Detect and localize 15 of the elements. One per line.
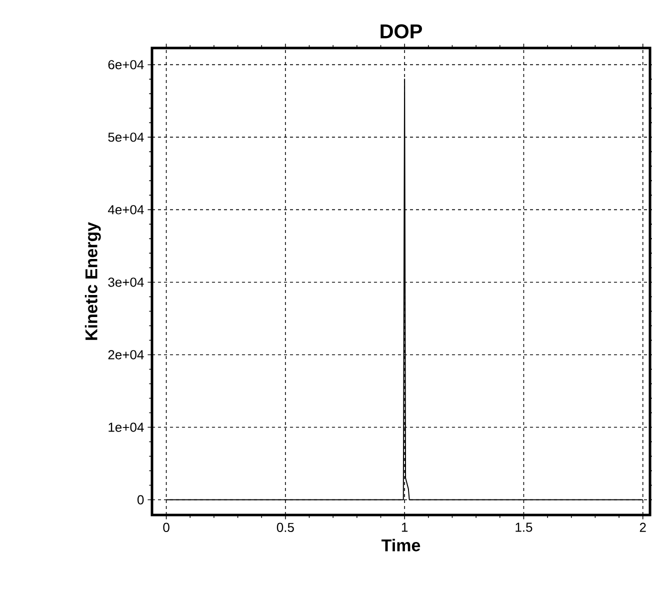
- x-tick-label: 2: [640, 522, 646, 532]
- y-axis-title: Kinetic Energy: [84, 222, 101, 340]
- x-tick-label: 0: [163, 522, 170, 532]
- x-axis-title: Time: [382, 538, 420, 552]
- x-tick-label: 1: [402, 522, 408, 532]
- x-tick-label: 0.5: [276, 522, 294, 532]
- y-tick-label: 4e+04: [108, 205, 144, 214]
- y-tick-label: 6e+04: [108, 60, 144, 70]
- y-tick-label: 0: [137, 495, 144, 504]
- y-tick-label: 5e+04: [108, 132, 144, 142]
- y-tick-label: 3e+04: [108, 278, 144, 287]
- y-tick-label: 2e+04: [108, 350, 144, 360]
- y-tick-label: 1e+04: [108, 422, 144, 432]
- chart-title: DOP: [380, 24, 422, 38]
- x-tick-label: 1.5: [516, 522, 532, 532]
